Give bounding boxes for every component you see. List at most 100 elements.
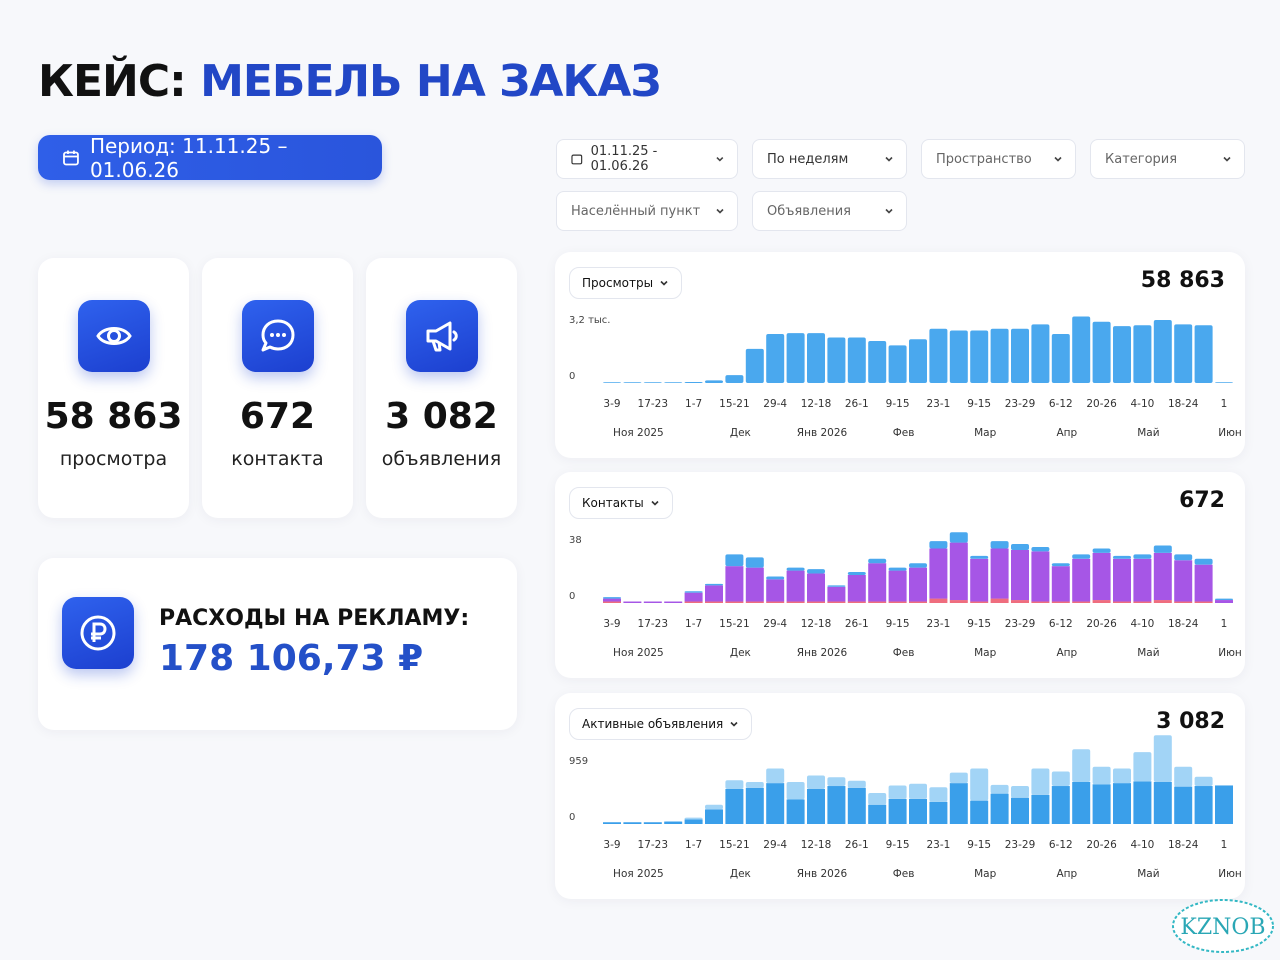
bar [684,601,703,603]
calendar-shape [571,154,583,165]
bar [684,819,703,824]
bar [949,772,968,784]
bar [766,576,785,580]
filter-label: Населённый пункт [571,203,701,219]
watermark-text: KZNOB [1180,915,1265,940]
stat-card: 58 863 просмотра [38,258,189,518]
x-tick-label: 20-26 [1086,618,1117,630]
filter-content: Пространство [936,152,1032,167]
bar [1031,794,1050,824]
period-button[interactable]: Период: 11.11.25 – 01.06.26 [38,133,382,182]
bar [603,601,621,603]
period-text: Период: 11.11.25 – 01.06.26 [89,133,288,182]
chevron-path [716,156,724,162]
bar [603,597,621,599]
month-label: Мар [974,427,996,439]
bar [1092,548,1111,553]
bar [949,783,968,824]
chart-card: Просмотры 58 863 0 3,2 тыс. 3-9 Ноя 2025 17-23… [555,252,1245,458]
bar [725,601,744,603]
bar [1011,786,1029,798]
bar [745,787,764,824]
bar [1092,321,1111,383]
x-tick-label: 15-21 [719,618,750,630]
bar [990,548,1009,599]
bar [990,598,1009,603]
bar [1113,783,1131,824]
stat-value: 3 082 [385,396,498,437]
metric-selector[interactable]: Просмотры [569,267,683,299]
metric-selector[interactable]: Активные объявления [569,708,753,740]
bar [807,333,825,383]
month-label: Янв 2026 [797,868,848,880]
bar [603,382,621,383]
filter-dropdown[interactable]: Категория [1090,139,1245,179]
bar [1051,786,1070,824]
bar [786,799,805,824]
filter-dropdown[interactable]: Объявления [752,191,907,231]
x-tick-label: 12-18 [801,839,832,851]
metric-selector-label: Активные объявления [582,717,724,731]
month-label: Май [1137,427,1159,439]
month-label: Июн [1218,868,1242,880]
filter-dropdown[interactable]: Пространство [921,139,1076,179]
bar [705,601,723,603]
month-label: Дек [730,427,751,439]
bar [949,600,968,603]
bar [786,333,805,383]
bar [847,575,866,602]
y-tick-label: 38 [569,535,582,546]
bar [949,330,968,383]
chart-total: 3 082 [1156,709,1225,734]
title-main: МЕБЕЛЬ НА ЗАКАЗ [200,56,662,107]
bar [807,788,825,824]
bar [786,781,805,800]
bar [1194,776,1213,787]
month-label: Фев [893,868,915,880]
month-label: Янв 2026 [797,427,848,439]
bar [949,532,968,543]
bar [1133,601,1152,603]
stat-value: 672 [239,396,316,437]
x-tick-label: 18-24 [1168,398,1199,410]
filter-label: Категория [1105,151,1178,167]
bar [1174,324,1193,383]
bar [1133,781,1152,824]
x-tick-label: 3-9 [603,618,620,630]
bar [909,339,927,383]
x-tick-label: 9-15 [886,398,910,410]
filter-dropdown[interactable]: Населённый пункт [556,191,738,231]
bar [990,541,1009,549]
bar [684,817,703,820]
bar [705,380,723,383]
bar [1031,601,1050,603]
chevron [651,500,659,506]
chevron [1054,156,1062,162]
filter-dropdown[interactable]: По неделям [752,139,907,179]
bar [970,601,989,603]
bar [1051,334,1070,383]
x-tick-label: 17-23 [638,839,669,851]
x-tick-label: 29-4 [763,839,787,851]
filter-label: 01.11.25 - 01.06.26 [590,144,658,174]
bar [909,567,927,602]
month-label: Апр [1056,868,1077,880]
bar [1194,564,1213,602]
bar [868,563,887,602]
watermark-badge: KZNOB [1172,899,1274,953]
x-tick-label: 17-23 [638,618,669,630]
y-tick-label: 0 [569,812,575,823]
bar [603,822,621,824]
chevron [716,156,724,162]
bar [1011,549,1029,601]
chevron-path [716,208,724,214]
filter-dropdown[interactable]: 01.11.25 - 01.06.26 [556,139,738,179]
metric-selector[interactable]: Контакты [569,487,673,519]
bar [929,787,948,802]
x-tick-label: 18-24 [1168,839,1199,851]
bar [705,583,723,586]
filter-label: Пространство [936,151,1032,167]
x-tick-label: 4-10 [1130,839,1154,851]
month-label: Мар [974,868,996,880]
